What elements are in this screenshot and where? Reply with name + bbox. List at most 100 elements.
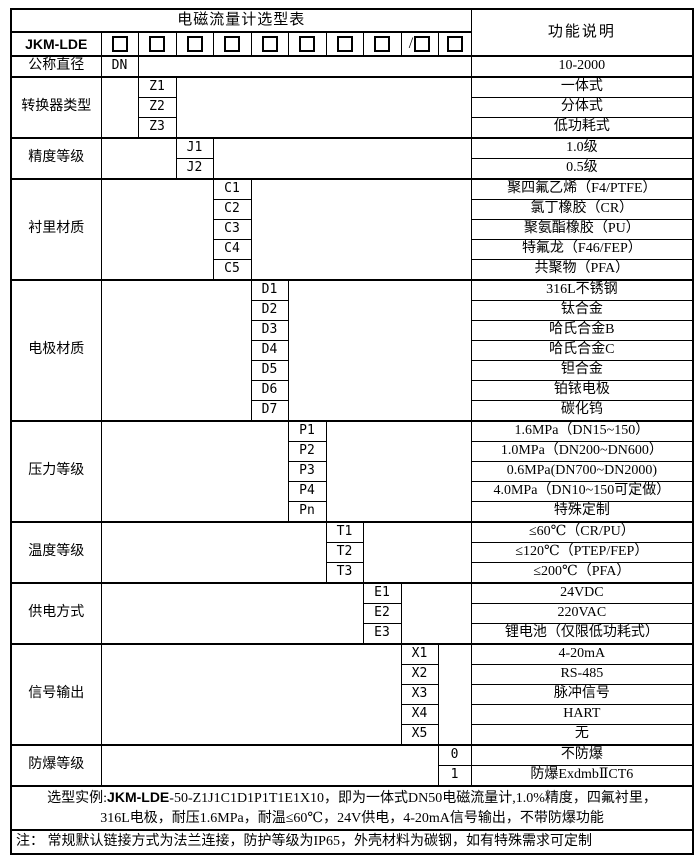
selection-row: D2 钛合金 xyxy=(11,300,694,321)
filler-cell xyxy=(100,582,364,645)
function-column-header: 功能说明 xyxy=(470,8,694,57)
selection-row: Z3 低功耗式 xyxy=(11,117,694,139)
code-cell: X5 xyxy=(400,724,439,746)
code-cell: C1 xyxy=(212,178,252,200)
category-label: 转换器类型 xyxy=(10,76,102,139)
selection-row: 衬里材质 C1 聚四氟乙烯（F4/PTFE） xyxy=(10,178,694,281)
footnote: 注： 常规默认链接方式为法兰连接，防护等级为IP65，外壳材料为碳钢，如有特殊需… xyxy=(10,829,694,855)
checkbox-cell xyxy=(325,31,364,57)
code-cell: E2 xyxy=(362,603,402,624)
example-model-code: JKM-LDE xyxy=(107,789,170,805)
selection-row: Z2 分体式 xyxy=(11,97,694,118)
description-cell: 氯丁橡胶（CR） xyxy=(470,199,694,220)
category-label: 防爆等级 xyxy=(10,744,102,787)
description-cell: 防爆ExdmbⅡCT6 xyxy=(470,765,694,787)
selection-groups: 公称直径 DN 10-2000 转换器类型 Z1 一体式 Z2 分体式 Z3 低功耗式 精度等级 J1… xyxy=(10,55,694,787)
code-cell: C5 xyxy=(212,259,252,281)
description-cell: 220VAC xyxy=(470,603,694,624)
code-cell: X2 xyxy=(400,664,439,685)
description-cell: 特氟龙（F46/FEP） xyxy=(470,239,694,260)
checkbox-cell xyxy=(212,31,252,57)
filler-cell xyxy=(250,178,472,281)
category-label: 信号输出 xyxy=(10,643,102,746)
example-line1: -50-Z1J1C1D1P1T1E1X10，即为一体式DN50电磁流量计,1.0… xyxy=(169,791,657,806)
description-cell: 锂电池（仅限低功耗式） xyxy=(470,623,694,645)
code-cell: P1 xyxy=(287,420,327,442)
selection-row: C2 氯丁橡胶（CR） xyxy=(11,199,694,220)
code-cell: D7 xyxy=(250,400,289,422)
slash-mark: / xyxy=(408,34,414,52)
description-cell: HART xyxy=(470,704,694,725)
code-cell: D2 xyxy=(250,300,289,321)
filler-cell xyxy=(400,582,472,645)
code-cell: D1 xyxy=(250,279,289,301)
model-code-row: JKM-LDE / xyxy=(10,31,693,57)
code-cell: 0 xyxy=(437,744,472,766)
checkbox-cell xyxy=(362,31,402,57)
filler-cell xyxy=(212,137,472,180)
selection-table: 电磁流量计选型表 功能说明 JKM-LDE / 公称直径 DN 10-2000 转换器… xyxy=(10,8,695,855)
filler-cell xyxy=(100,137,177,180)
checkbox-icon xyxy=(299,35,315,52)
code-cell: D3 xyxy=(250,320,289,341)
filler-cell xyxy=(137,55,472,78)
example-line2: 316L电极，耐压1.6MPa，耐温≤60℃，24V供电，4-20mA信号输出，… xyxy=(100,811,604,826)
description-cell: 脉冲信号 xyxy=(470,684,694,705)
code-cell: D4 xyxy=(250,340,289,361)
filler-cell xyxy=(287,279,472,422)
selection-row: 压力等级 P1 1.6MPa（DN15~150） xyxy=(10,420,694,523)
category-label: 公称直径 xyxy=(10,55,102,78)
selection-row: D5 钽合金 xyxy=(11,360,694,381)
checkbox-icon xyxy=(374,35,390,52)
description-cell: 特殊定制 xyxy=(470,501,694,523)
filler-cell xyxy=(100,744,439,787)
selection-row: 防爆等级 0 不防爆 xyxy=(10,744,694,787)
selection-row: 电极材质 D1 316L不锈钢 xyxy=(10,279,694,422)
code-cell: J1 xyxy=(175,137,214,159)
header-rows: 电磁流量计选型表 功能说明 JKM-LDE / xyxy=(10,8,694,57)
selection-row: 精度等级 J1 1.0级 xyxy=(10,137,694,180)
filler-cell xyxy=(325,420,472,523)
filler-cell xyxy=(100,420,289,523)
code-cell: P2 xyxy=(287,441,327,462)
code-cell: Z3 xyxy=(137,117,177,139)
category-label: 供电方式 xyxy=(10,582,102,645)
description-cell: ≤200℃（PFA） xyxy=(470,562,694,584)
category-label: 压力等级 xyxy=(10,420,102,523)
selection-row: C4 特氟龙（F46/FEP） xyxy=(11,239,694,260)
checkbox-icon xyxy=(149,35,165,52)
code-cell: P4 xyxy=(287,481,327,502)
selection-row: C5 共聚物（PFA） xyxy=(11,259,694,281)
description-cell: 分体式 xyxy=(470,97,694,118)
description-cell: 0.6MPa(DN700~DN2000) xyxy=(470,461,694,482)
description-cell: 1.0MPa（DN200~DN600） xyxy=(470,441,694,462)
description-cell: 无 xyxy=(470,724,694,746)
code-cell: C2 xyxy=(212,199,252,220)
checkbox-cell: / xyxy=(400,31,439,57)
description-cell: 钽合金 xyxy=(470,360,694,381)
example-prefix: 选型实例: xyxy=(47,791,108,806)
footer-rows: 选型实例:JKM-LDE-50-Z1J1C1D1P1T1E1X10，即为一体式D… xyxy=(10,785,694,855)
filler-cell xyxy=(100,178,214,281)
description-cell: 聚四氟乙烯（F4/PTFE） xyxy=(470,178,694,200)
selection-row: P4 4.0MPa（DN10~150可定做） xyxy=(11,481,694,502)
page-title: 电磁流量计选型表 xyxy=(10,8,472,33)
checkbox-cell xyxy=(175,31,214,57)
code-cell: T1 xyxy=(325,521,364,543)
selection-row: 转换器类型 Z1 一体式 xyxy=(10,76,694,139)
code-cell: T3 xyxy=(325,562,364,584)
category-label: 温度等级 xyxy=(10,521,102,584)
selection-row: 信号输出 X1 4-20mA xyxy=(10,643,694,746)
code-cell: E1 xyxy=(362,582,402,604)
description-cell: 4-20mA xyxy=(470,643,694,665)
checkbox-cell xyxy=(287,31,327,57)
filler-cell xyxy=(100,643,402,746)
filler-cell xyxy=(175,76,472,139)
checkbox-cell xyxy=(100,31,139,57)
selection-example-row: 选型实例:JKM-LDE-50-Z1J1C1D1P1T1E1X10，即为一体式D… xyxy=(10,785,694,831)
selection-row: J2 0.5级 xyxy=(11,158,694,180)
selection-row: E3 锂电池（仅限低功耗式） xyxy=(11,623,694,645)
selection-row: 供电方式 E1 24VDC xyxy=(10,582,694,645)
description-cell: 10-2000 xyxy=(470,55,694,78)
selection-row: P3 0.6MPa(DN700~DN2000) xyxy=(11,461,694,482)
